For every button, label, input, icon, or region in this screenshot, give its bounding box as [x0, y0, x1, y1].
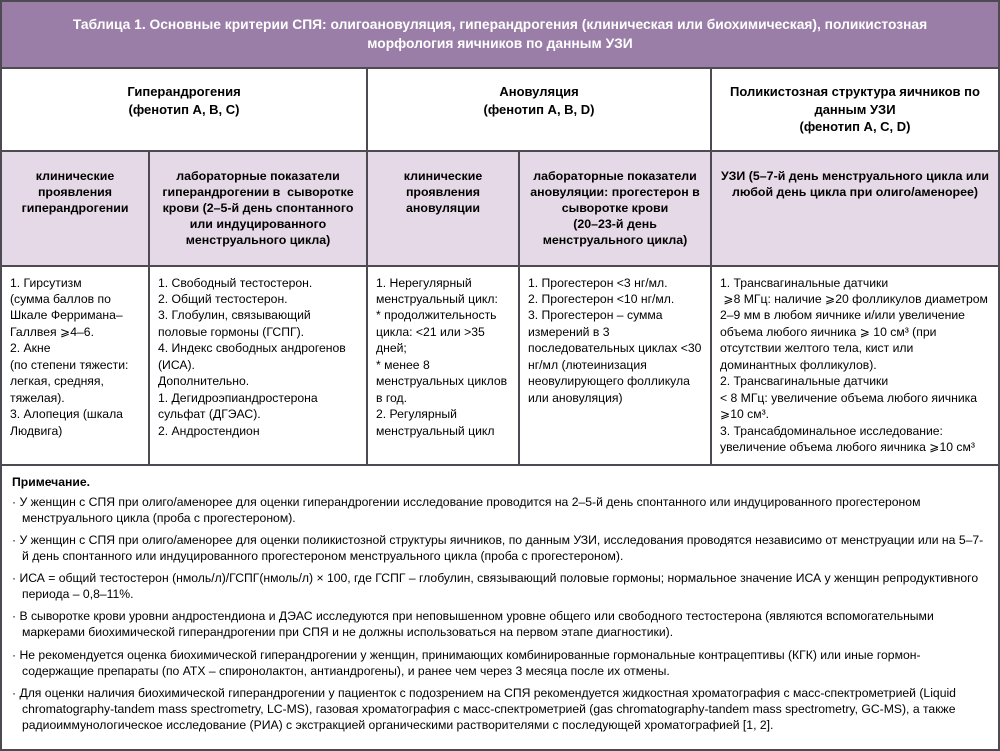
body-cell: 1. Гирсутизм (сумма баллов по Шкале Ферр… [2, 267, 150, 464]
group-header-cell: Гиперандрогения (фенотип A, B, C) [2, 69, 368, 150]
note-item: · У женщин с СПЯ при олиго/аменорее для … [12, 494, 988, 526]
body-row: 1. Гирсутизм (сумма баллов по Шкале Ферр… [2, 267, 998, 466]
group-header-cell: Ановуляция (фенотип A, B, D) [368, 69, 712, 150]
note-item: · ИСА = общий тестостерон (нмоль/л)/ГСПГ… [12, 570, 988, 602]
group-header-row: Гиперандрогения (фенотип A, B, C)Ановуля… [2, 69, 998, 152]
body-cell: 1. Свободный тестостерон. 2. Общий тесто… [150, 267, 368, 464]
note-item: · Не рекомендуется оценка биохимической … [12, 647, 988, 679]
notes-list: · У женщин с СПЯ при олиго/аменорее для … [12, 494, 988, 733]
criteria-table: Таблица 1. Основные критерии СПЯ: олигоа… [0, 0, 1000, 751]
notes-title: Примечание. [12, 474, 988, 490]
sub-header-cell: лабораторные показатели гиперандрогении … [150, 152, 368, 265]
notes-section: Примечание. · У женщин с СПЯ при олиго/а… [2, 466, 998, 749]
body-cell: 1. Нерегулярный менструальный цикл: * пр… [368, 267, 520, 464]
body-cell: 1. Прогестерон <3 нг/мл. 2. Прогестерон … [520, 267, 712, 464]
note-item: · Для оценки наличия биохимической гипер… [12, 685, 988, 733]
body-cell: 1. Трансвагинальные датчики ⩾8 МГц: нали… [712, 267, 998, 464]
note-item: · У женщин с СПЯ при олиго/аменорее для … [12, 532, 988, 564]
group-header-cell: Поликистозная структура яичников по данн… [712, 69, 998, 150]
sub-header-cell: клинические проявления гиперандрогении [2, 152, 150, 265]
note-item: · В сыворотке крови уровни андростендион… [12, 608, 988, 640]
sub-header-cell: УЗИ (5–7-й день менструального цикла или… [712, 152, 998, 265]
sub-header-cell: клинические проявления ановуляции [368, 152, 520, 265]
sub-header-cell: лабораторные показатели ановуляции: прог… [520, 152, 712, 265]
sub-header-row: клинические проявления гиперандрогениила… [2, 152, 998, 267]
table-title: Таблица 1. Основные критерии СПЯ: олигоа… [2, 2, 998, 69]
